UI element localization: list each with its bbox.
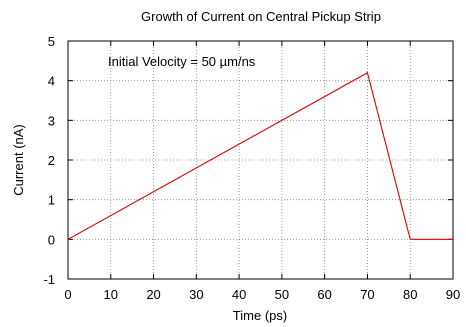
y-axis-label: Current (nA)	[11, 124, 26, 196]
y-tick-label: 1	[48, 193, 55, 208]
y-tick-label: 5	[48, 34, 55, 49]
x-tick-label: 0	[64, 287, 71, 302]
x-tick-labels: 0 10 20 30 40 50 60 70 80 90	[64, 287, 460, 302]
x-tick-label: 70	[360, 287, 374, 302]
y-tick-label: -1	[43, 272, 55, 287]
x-tick-label: 10	[104, 287, 118, 302]
y-tick-label: 4	[48, 74, 55, 89]
y-tick-labels: -1 0 1 2 3 4 5	[43, 34, 55, 287]
x-tick-label: 20	[146, 287, 160, 302]
velocity-annotation: Initial Velocity = 50 µm/ns	[108, 54, 256, 69]
y-tick-label: 0	[48, 232, 55, 247]
x-tick-label: 60	[317, 287, 331, 302]
x-tick-label: 80	[403, 287, 417, 302]
ticks	[67, 40, 454, 280]
x-tick-label: 30	[189, 287, 203, 302]
series-group	[67, 71, 453, 240]
y-tick-label: 3	[48, 113, 55, 128]
grid	[68, 41, 453, 279]
x-tick-label: 40	[232, 287, 246, 302]
x-tick-label: 90	[446, 287, 460, 302]
chart-title: Growth of Current on Central Pickup Stri…	[141, 9, 381, 24]
x-tick-label: 50	[275, 287, 289, 302]
series-line-0	[67, 71, 453, 240]
y-tick-label: 2	[48, 153, 55, 168]
x-axis-label: Time (ps)	[233, 308, 287, 323]
